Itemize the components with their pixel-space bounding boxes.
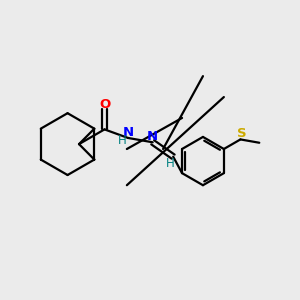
Text: N: N — [122, 126, 134, 139]
Text: O: O — [99, 98, 110, 111]
Text: S: S — [237, 127, 246, 140]
Text: H: H — [166, 157, 175, 169]
Text: N: N — [147, 130, 158, 143]
Text: H: H — [118, 134, 127, 147]
